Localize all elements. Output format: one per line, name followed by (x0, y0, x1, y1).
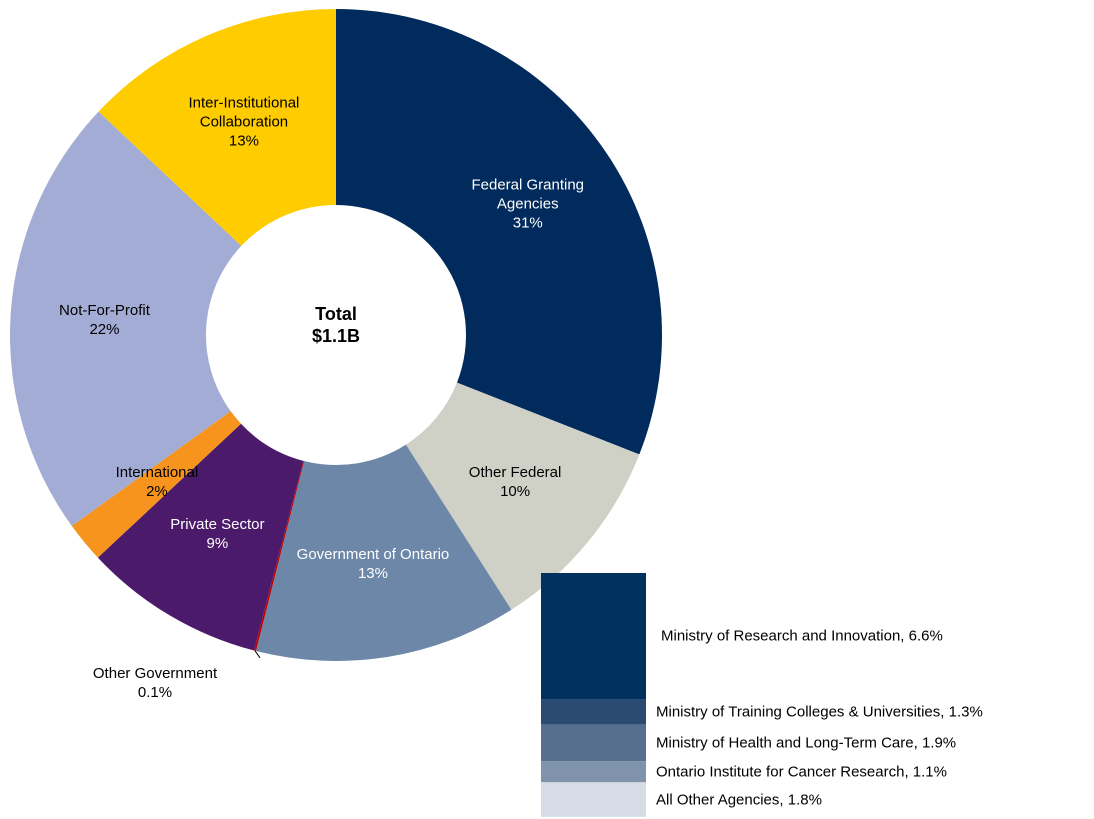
segment-label: Other Government 0.1% (70, 664, 240, 702)
bar-segment (541, 699, 646, 725)
segment-label: Ministry of Health and Long-Term Care, 1… (656, 734, 957, 752)
center-label: Total $1.1B (312, 303, 360, 347)
segment-name: Other Federal (468, 464, 562, 482)
segment-value: 31% (512, 214, 543, 232)
donut-segment (405, 382, 640, 610)
bar-segment (541, 573, 646, 700)
segment-name: Other Government (92, 664, 218, 682)
segment-name: Not-For-Profit (59, 302, 150, 320)
bar-segment (541, 782, 646, 817)
segment-label: Ministry of Research and Innovation, 6.6… (661, 627, 943, 645)
segment-label: Private Sector 9% (132, 515, 302, 553)
segment-value: 13% (228, 132, 259, 150)
bar-segment (541, 724, 646, 762)
segment-value: 0.1% (137, 683, 173, 701)
segment-value: 13% (357, 565, 388, 583)
segment-name: International (115, 464, 199, 482)
segment-name: Inter-Institutional Collaboration (188, 94, 300, 131)
segment-name: Private Sector (170, 516, 265, 534)
segment-label: All Other Agencies, 1.8% (656, 791, 822, 809)
segment-value: 10% (500, 483, 531, 501)
bar-segment (541, 761, 646, 783)
center-text: $1.1B (311, 326, 361, 346)
leader-line (254, 650, 261, 659)
donut-segment (10, 111, 242, 527)
donut-segment (98, 9, 336, 246)
donut-segment (336, 9, 662, 455)
segment-label: International 2% (72, 463, 242, 501)
segment-label: Government of Ontario 13% (288, 545, 458, 583)
donut-segment (254, 460, 305, 652)
segment-label: Federal Granting Agencies 31% (443, 176, 613, 233)
segment-name: Federal Granting Agencies (471, 176, 585, 213)
center-title: Total (315, 304, 357, 324)
segment-label: Other Federal 10% (430, 463, 600, 501)
segment-value: 9% (206, 535, 229, 553)
segment-label: Inter-Institutional Collaboration 13% (159, 94, 329, 151)
segment-label: Not-For-Profit 22% (19, 301, 189, 339)
segment-value: 2% (146, 483, 168, 501)
donut-segment (97, 423, 304, 651)
segment-label: Ontario Institute for Cancer Research, 1… (656, 763, 947, 781)
segment-name: Government of Ontario (296, 546, 450, 564)
donut-segment (255, 444, 512, 661)
donut-segment (71, 411, 242, 558)
segment-label: Ministry of Training Colleges & Universi… (656, 703, 983, 721)
segment-value: 22% (89, 321, 120, 339)
